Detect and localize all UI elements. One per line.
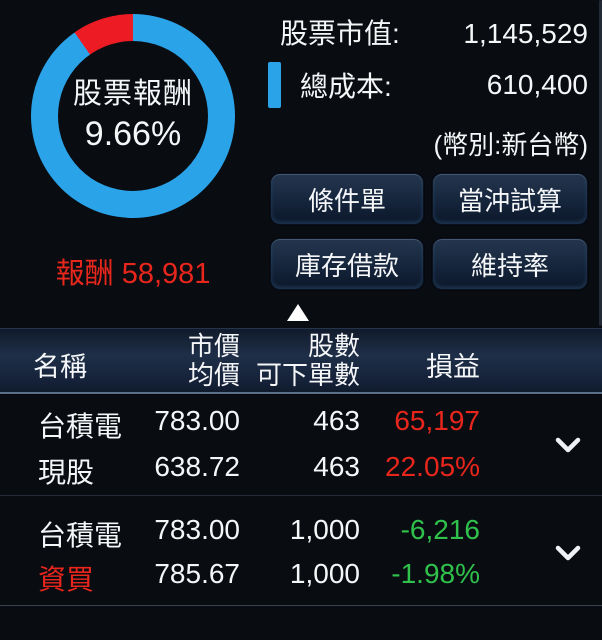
- profit-loss-amount: 65,197: [394, 405, 480, 436]
- total-cost-label: 總成本:: [300, 71, 392, 102]
- profit-loss-percent: 22.05%: [385, 451, 480, 482]
- daytrade-calc-button[interactable]: 當沖試算: [432, 173, 588, 225]
- position-type: 現股: [38, 457, 95, 488]
- return-amount-value: 58,981: [121, 258, 211, 290]
- table-row[interactable]: 台積電 783.00 463 65,197: [0, 405, 602, 442]
- header-qty-line2: 可下單數: [255, 360, 360, 390]
- share-count: 463: [313, 405, 360, 436]
- total-cost-row: 總成本: 610,400: [268, 61, 588, 109]
- avg-price: 638.72: [154, 451, 240, 482]
- total-cost: 610,400: [486, 69, 588, 100]
- stock-name: 台積電: [38, 411, 123, 442]
- market-price: 783.00: [154, 405, 240, 436]
- row-divider: [0, 495, 602, 496]
- header-shares-orderable: 股數 可下單數: [256, 332, 360, 390]
- header-price-avg: 市價 均價: [188, 332, 240, 390]
- maintenance-ratio-button[interactable]: 維持率: [432, 238, 588, 290]
- position-type: 資買: [38, 564, 95, 595]
- row-divider: [0, 605, 602, 606]
- return-amount-label: 報酬: [55, 258, 114, 290]
- holdings-table-header: 名稱 市價 均價 股數 可下單數 損益: [0, 328, 602, 392]
- share-count: 1,000: [289, 514, 360, 545]
- action-button-grid: 條件單 當沖試算 庫存借款 維持率: [270, 173, 588, 290]
- avg-price: 785.67: [154, 558, 240, 589]
- header-price-line2: 均價: [187, 360, 240, 390]
- donut-center-value: 9.66%: [84, 115, 182, 154]
- donut-center-text: 股票報酬 9.66%: [73, 78, 193, 154]
- market-value: 1,145,529: [463, 18, 588, 49]
- header-price-line1: 市價: [187, 331, 240, 361]
- return-donut-chart: 股票報酬 9.66%: [31, 14, 235, 218]
- profit-loss-percent: -1.98%: [391, 558, 480, 589]
- inventory-loan-button[interactable]: 庫存借款: [270, 238, 424, 290]
- header-qty-line1: 股數: [307, 331, 360, 361]
- market-value-label: 股票市值:: [280, 18, 400, 49]
- orderable-count: 463: [313, 451, 360, 482]
- currency-note: (幣別:新台幣): [433, 130, 588, 160]
- market-price: 783.00: [154, 514, 240, 545]
- donut-center-label: 股票報酬: [72, 77, 193, 110]
- profit-loss-amount: -6,216: [400, 514, 480, 545]
- header-name: 名稱: [33, 352, 87, 382]
- market-value-row: 股票市值: 1,145,529: [280, 12, 588, 52]
- table-row[interactable]: 台積電 783.00 1,000 -6,216: [0, 514, 602, 551]
- table-row[interactable]: 資買 785.67 1,000 -1.98%: [0, 558, 602, 595]
- cost-legend-bar: [268, 62, 281, 108]
- scrollbar[interactable]: [599, 0, 602, 326]
- header-profit-loss: 損益: [426, 352, 480, 382]
- conditional-order-button[interactable]: 條件單: [270, 173, 424, 225]
- stock-name: 台積電: [38, 520, 123, 551]
- collapse-panel-triangle-icon[interactable]: [287, 304, 309, 321]
- expand-row-chevron-icon[interactable]: [554, 545, 582, 562]
- return-amount: 報酬 58,981: [26, 250, 240, 292]
- orderable-count: 1,000: [289, 558, 360, 589]
- table-row[interactable]: 現股 638.72 463 22.05%: [0, 451, 602, 488]
- expand-row-chevron-icon[interactable]: [554, 437, 582, 454]
